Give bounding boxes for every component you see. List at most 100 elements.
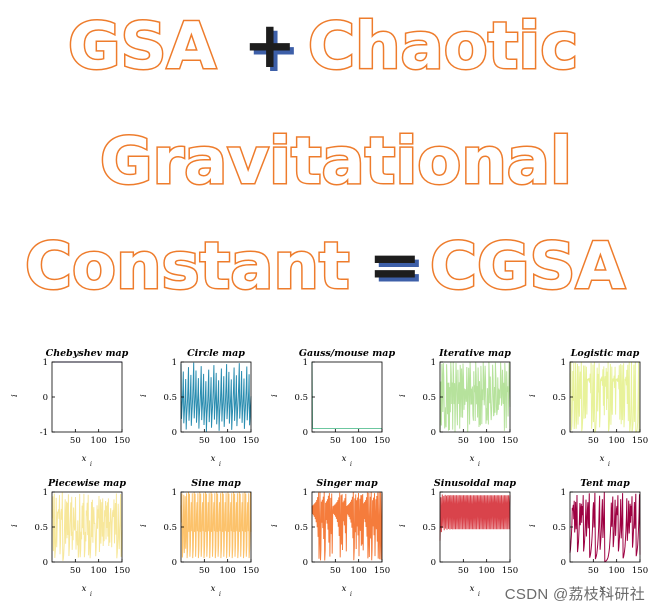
y-tick-label: 0	[303, 428, 308, 438]
x-tick-label: 100	[351, 436, 367, 446]
title-gravitational: Gravitational	[100, 125, 572, 199]
x-axis-subscript: i	[90, 591, 92, 598]
title-gsa: GSA	[68, 10, 217, 84]
x-tick-label: 150	[243, 436, 259, 446]
x-axis-subscript: i	[608, 461, 610, 468]
y-tick-label: 1	[172, 358, 177, 368]
x-tick-label: 50	[330, 566, 341, 576]
x-axis-subscript: i	[608, 591, 610, 598]
x-tick-label: 150	[632, 436, 648, 446]
plot-title: Sine map	[191, 478, 241, 489]
y-tick-label: 0	[43, 558, 48, 568]
title-constant: Constant	[25, 230, 350, 304]
series-line	[311, 361, 382, 429]
y-tick-label: 1	[303, 488, 308, 498]
y-axis-label: i	[139, 394, 149, 397]
y-axis-label: i	[528, 394, 538, 397]
x-axis-label: x	[600, 584, 605, 594]
title-cgsa: CGSA	[430, 230, 626, 304]
plot-frame	[51, 361, 123, 433]
series-line	[311, 492, 383, 561]
y-tick-label: 1	[303, 358, 308, 368]
x-tick-label: 100	[91, 436, 107, 446]
x-tick-label: 100	[220, 566, 236, 576]
x-tick-label: 50	[199, 566, 210, 576]
equals-operator-shadow: =	[372, 233, 426, 307]
x-axis-subscript: i	[219, 591, 221, 598]
y-axis-label: i	[139, 524, 149, 527]
watermark: CSDN @荔枝科研社	[504, 586, 645, 603]
x-axis-label: x	[82, 454, 87, 464]
y-tick-label: 0	[561, 558, 566, 568]
x-axis-label: x	[470, 584, 475, 594]
x-axis-label: x	[342, 454, 347, 464]
x-tick-label: 100	[351, 566, 367, 576]
series-line	[439, 361, 511, 433]
title-chaotic: Chaotic	[308, 10, 578, 84]
x-tick-label: 100	[220, 436, 236, 446]
title-banner: GSA + + Chaotic Gravitational Constant =…	[24, 9, 628, 308]
x-tick-label: 150	[502, 566, 518, 576]
x-axis-subscript: i	[478, 461, 480, 468]
x-tick-label: 50	[458, 436, 469, 446]
x-tick-label: 150	[502, 436, 518, 446]
plot-title: Piecewise map	[47, 478, 126, 489]
y-tick-label: 0	[43, 393, 48, 403]
x-axis-subscript: i	[219, 461, 221, 468]
y-axis-label: i	[10, 394, 20, 397]
x-tick-label: 150	[374, 566, 390, 576]
x-tick-label: 100	[479, 566, 495, 576]
series-line	[180, 492, 252, 559]
y-tick-label: 0	[172, 428, 177, 438]
plot-title: Iterative map	[438, 348, 511, 359]
y-tick-label: 0.5	[34, 523, 48, 533]
plot-title: Chebyshev map	[46, 348, 129, 359]
plus-operator: +	[243, 9, 297, 83]
x-tick-label: 50	[330, 436, 341, 446]
y-axis-label: i	[10, 524, 20, 527]
y-tick-label: 1	[43, 488, 48, 498]
y-tick-label: 0	[303, 558, 308, 568]
x-axis-subscript: i	[90, 461, 92, 468]
y-tick-label: 0.5	[294, 523, 308, 533]
x-tick-label: 50	[458, 566, 469, 576]
plot-title: Tent map	[580, 478, 630, 489]
y-axis-label: i	[270, 524, 280, 527]
x-tick-label: 150	[374, 436, 390, 446]
y-tick-label: 1	[431, 488, 436, 498]
x-tick-label: 50	[199, 436, 210, 446]
plot-title: Logistic map	[570, 348, 640, 359]
x-axis-subscript: i	[478, 591, 480, 598]
y-tick-label: 0.5	[294, 393, 308, 403]
series-line	[51, 492, 123, 561]
y-tick-label: 1	[561, 488, 566, 498]
series-line	[180, 362, 252, 432]
y-tick-label: 1	[431, 358, 436, 368]
y-tick-label: 1	[43, 358, 48, 368]
x-tick-label: 100	[91, 566, 107, 576]
x-axis-label: x	[600, 454, 605, 464]
y-tick-label: 0	[431, 428, 436, 438]
x-axis-label: x	[82, 584, 87, 594]
x-tick-label: 150	[243, 566, 259, 576]
y-tick-label: 0.5	[163, 393, 177, 403]
y-tick-label: -1	[40, 428, 48, 438]
plot-title: Singer map	[316, 478, 378, 489]
x-tick-label: 50	[588, 566, 599, 576]
y-tick-label: 0.5	[552, 523, 566, 533]
y-tick-label: 1	[561, 358, 566, 368]
y-tick-label: 0.5	[163, 523, 177, 533]
x-axis-label: x	[211, 584, 216, 594]
x-axis-label: x	[342, 584, 347, 594]
x-tick-label: 100	[479, 436, 495, 446]
